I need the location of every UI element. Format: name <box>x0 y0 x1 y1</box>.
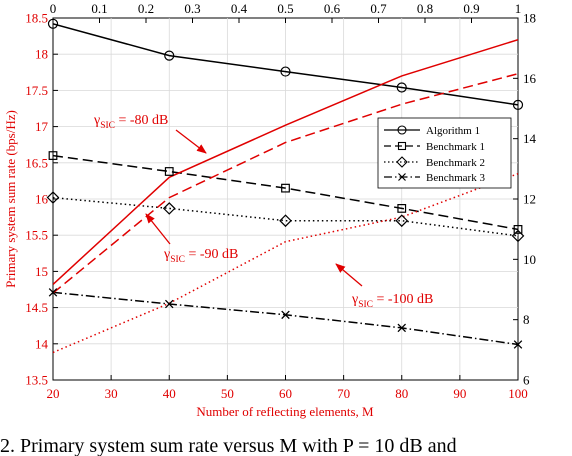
right-tick-label: 10 <box>523 252 536 267</box>
data-point-marker <box>281 183 290 193</box>
legend-entry-benchmark-3: Benchmark 3 <box>384 172 485 184</box>
data-point-marker <box>162 202 176 215</box>
series-line <box>53 154 518 231</box>
right-tick-label: 12 <box>523 192 536 207</box>
legend-x-marker <box>398 173 406 181</box>
right-tick-label: 14 <box>523 131 537 146</box>
x-tick-label: 80 <box>395 386 408 401</box>
y-tick-label: 14.5 <box>25 300 48 315</box>
y-tick-label: 16.5 <box>25 155 48 170</box>
legend-label: Benchmark 3 <box>426 172 485 184</box>
annotation-80db: γSIC = -80 dB <box>93 113 207 154</box>
legend-diamond-marker <box>396 156 408 168</box>
y-tick-label: 16 <box>35 192 49 207</box>
grid <box>53 18 518 380</box>
right-tick-label: 6 <box>523 373 530 388</box>
top-tick-label: 0.6 <box>324 1 341 16</box>
x-tick-label: 40 <box>163 386 176 401</box>
data-point-marker <box>164 50 175 61</box>
series-line <box>53 172 518 354</box>
right-tick-label: 16 <box>523 71 537 86</box>
data-point-marker <box>164 167 174 176</box>
legend: Algorithm 1 Benchmark 1 Benchmark 2 Benc… <box>377 117 512 189</box>
x-axis-label: Number of reflecting elements, M <box>196 404 374 419</box>
annotation-100db: γSIC = -100 dB <box>335 263 433 310</box>
x-tick-label: 20 <box>47 386 60 401</box>
x-tick-label: 60 <box>279 386 292 401</box>
annotation-arrow <box>175 129 207 154</box>
legend-entry-algorithm-1: Algorithm 1 <box>384 125 480 137</box>
y-tick-label: 13.5 <box>25 373 48 388</box>
legend-label: Benchmark 2 <box>426 157 485 169</box>
top-tick-label: 0.7 <box>370 1 387 16</box>
top-tick-label: 0 <box>50 1 57 16</box>
annotation-label: γSIC = -80 dB <box>93 113 168 131</box>
annotation-label: γSIC = -100 dB <box>351 292 433 310</box>
x-tick-label: 50 <box>221 386 234 401</box>
y-tick-label: 18 <box>35 47 48 62</box>
data-point-marker <box>47 18 59 29</box>
y-tick-label: 15.5 <box>25 228 48 243</box>
data-point-marker <box>46 191 60 204</box>
data-point-marker <box>511 229 525 243</box>
series-line <box>53 196 518 237</box>
top-tick-label: 0.4 <box>231 1 248 16</box>
top-tick-label: 0.2 <box>138 1 154 16</box>
right-tick-label: 8 <box>523 312 530 327</box>
data-point-marker <box>397 204 407 213</box>
annotation-arrow <box>335 263 363 287</box>
y-tick-label: 17 <box>35 119 49 134</box>
annotation-arrow <box>145 213 171 245</box>
top-tick-label: 1 <box>515 1 522 16</box>
data-point-marker <box>48 151 58 160</box>
annotation-label: γSIC = -90 dB <box>163 247 238 265</box>
legend-square-marker <box>397 141 407 151</box>
y-axis-label: Primary system sum rate (bps/Hz) <box>3 110 18 288</box>
data-point-marker <box>396 82 407 93</box>
figure-caption: 2. Primary system sum rate versus M with… <box>0 436 457 456</box>
y-tick-label: 14 <box>35 336 49 351</box>
data-point-marker <box>395 214 409 228</box>
series-line <box>53 38 518 285</box>
top-tick-label: 0.9 <box>463 1 479 16</box>
top-tick-label: 0.3 <box>184 1 200 16</box>
axis-ticks: 20 30 40 50 60 70 80 90 100 0 0.1 0.2 0.3 0.4 0.5 0.6 0.… <box>25 1 536 401</box>
annotation-90db: γSIC = -90 dB <box>145 213 238 265</box>
y-tick-label: 18.5 <box>25 11 48 26</box>
x-tick-label: 30 <box>105 386 118 401</box>
legend-label: Benchmark 1 <box>426 141 485 153</box>
x-tick-label: 100 <box>508 386 528 401</box>
top-tick-label: 0.1 <box>91 1 107 16</box>
top-tick-label: 0.8 <box>417 1 433 16</box>
data-point-marker <box>513 225 523 234</box>
chart: 20 30 40 50 60 70 80 90 100 0 0.1 0.2 0.3 0.4 0.5 0.6 0.… <box>3 1 537 419</box>
markers-group <box>46 18 525 349</box>
data-point-marker <box>164 299 174 309</box>
top-tick-label: 0.5 <box>277 1 293 16</box>
right-tick-label: 18 <box>523 11 536 26</box>
y-tick-label: 15 <box>35 264 48 279</box>
data-point-marker <box>280 66 291 77</box>
data-point-marker <box>281 310 290 320</box>
data-point-marker <box>513 340 523 349</box>
data-point-marker <box>397 323 407 333</box>
x-tick-label: 90 <box>453 386 466 401</box>
legend-label: Algorithm 1 <box>426 125 480 137</box>
series-line <box>53 72 518 294</box>
legend-circle-marker <box>397 125 407 135</box>
legend-entry-benchmark-2: Benchmark 2 <box>384 156 485 169</box>
data-point-marker <box>48 288 58 297</box>
data-point-marker <box>512 99 524 110</box>
x-tick-label: 70 <box>337 386 350 401</box>
y-tick-label: 17.5 <box>25 83 48 98</box>
data-point-marker <box>279 214 292 228</box>
legend-entry-benchmark-1: Benchmark 1 <box>384 141 485 153</box>
